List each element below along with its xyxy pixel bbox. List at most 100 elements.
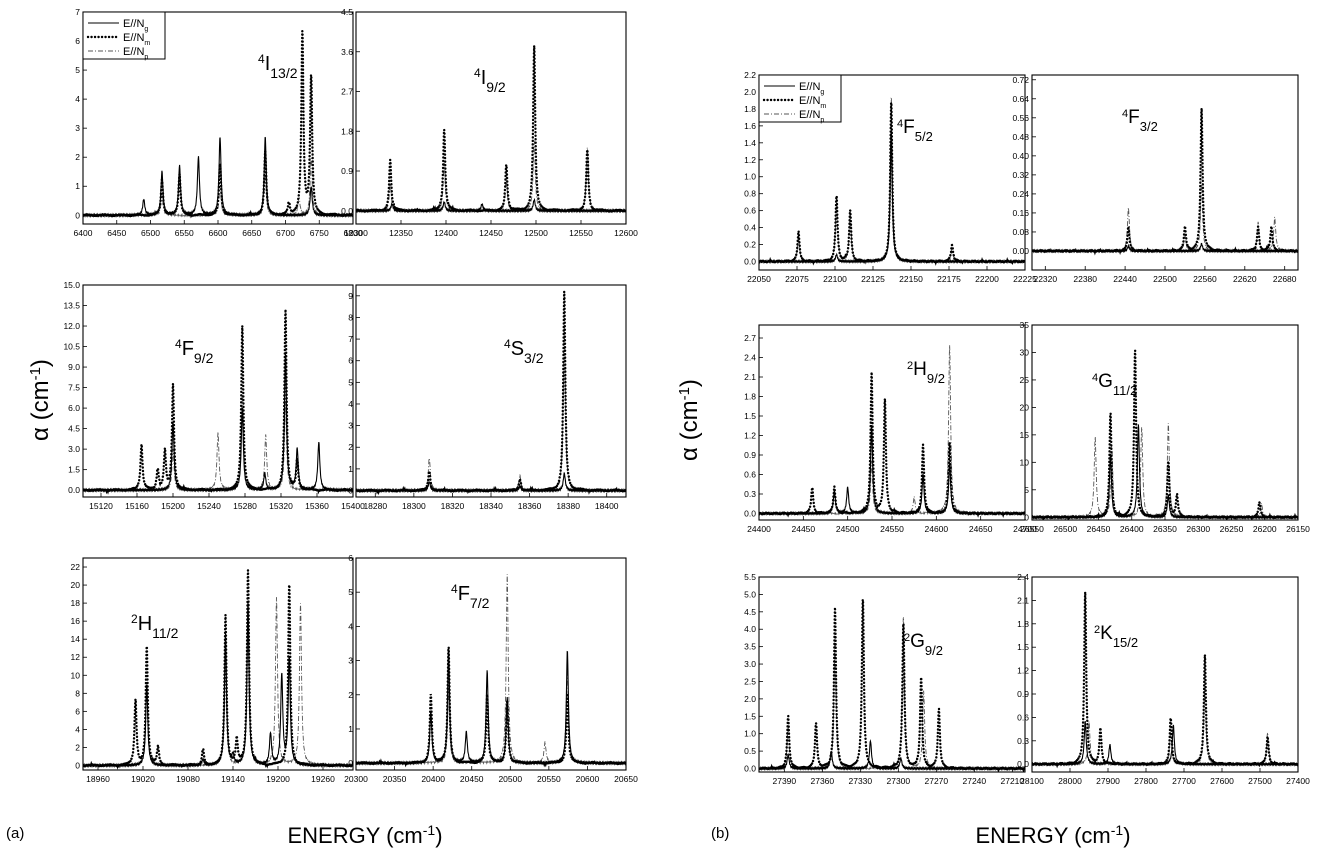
x-tick-label: 27210 <box>1001 776 1025 786</box>
y-tick-label: 5 <box>348 587 353 597</box>
series-line-dotted <box>759 100 1025 267</box>
y-tick-label: 25 <box>1020 375 1030 385</box>
x-tick-label: 22075 <box>785 274 809 284</box>
series-line-dotted <box>1032 350 1298 520</box>
x-tick-label: 27240 <box>963 776 987 786</box>
y-tick-label: 1 <box>348 464 353 474</box>
y-tick-label: 1.2 <box>744 155 756 165</box>
y-tick-label: 0.8 <box>744 189 756 199</box>
y-tick-label: 0 <box>75 760 80 770</box>
x-tick-label: 22500 <box>1153 274 1177 284</box>
x-tick-label: 27300 <box>887 776 911 786</box>
y-tick-label: 1.8 <box>1017 619 1029 629</box>
x-tick-label: 22440 <box>1113 274 1137 284</box>
y-tick-label: 6 <box>348 553 353 563</box>
x-tick-label: 20550 <box>537 774 561 784</box>
level-label: 4F3/2 <box>1122 107 1158 134</box>
series-line-solid <box>1032 720 1298 767</box>
y-tick-label: 35 <box>1020 320 1030 330</box>
x-tick-label: 22150 <box>899 274 923 284</box>
y-tick-label: 12.0 <box>63 321 80 331</box>
x-tick-label: 27330 <box>849 776 873 786</box>
series-line-dotted <box>1032 108 1298 256</box>
y-tick-label: 2 <box>348 442 353 452</box>
x-tick-label: 20500 <box>498 774 522 784</box>
y-tick-label: 0.5 <box>744 746 756 756</box>
y-tick-label: 18 <box>71 598 81 608</box>
x-tick-label: 26500 <box>1053 524 1077 534</box>
x-tick-label: 18960 <box>86 774 110 784</box>
x-tick-label: 26250 <box>1220 524 1244 534</box>
y-tick-label: 3 <box>75 123 80 133</box>
x-tick-label: 26450 <box>1087 524 1111 534</box>
y-tick-label: 2.1 <box>744 372 756 382</box>
y-tick-label: 1 <box>75 181 80 191</box>
level-label: 4G11/2 <box>1092 371 1137 398</box>
y-tick-label: 12 <box>71 652 81 662</box>
y-tick-label: 10 <box>1020 457 1030 467</box>
x-tick-label: 15240 <box>197 501 221 511</box>
x-tick-label: 22125 <box>861 274 885 284</box>
y-tick-label: 2.1 <box>1017 595 1029 605</box>
y-tick-label: 15 <box>1020 430 1030 440</box>
x-tick-label: 26400 <box>1120 524 1144 534</box>
y-tick-label: 0.0 <box>341 206 353 216</box>
panel-p10: 0 5 10 15 20 25 30 35 26550 26500 26450 26400 26350 2… <box>1020 320 1311 534</box>
panel-p1: 0 1 2 3 4 5 6 7 6400 6450 6500 6550 6600 6650 6700 6750… <box>74 7 363 238</box>
y-tick-label: 10.5 <box>63 342 80 352</box>
x-tick-label: 27400 <box>1286 776 1310 786</box>
panel-p2: 0.0 0.9 1.8 2.7 3.6 4.5 12300 12350 12400 12450 12… <box>341 7 638 238</box>
level-label: 2H9/2 <box>907 359 945 386</box>
x-tick-label: 22380 <box>1073 274 1097 284</box>
x-tick-label: 20650 <box>614 774 638 784</box>
series-line-dotted <box>759 372 1025 519</box>
x-tick-label: 12300 <box>344 228 368 238</box>
y-tick-label: 0.48 <box>1012 132 1029 142</box>
y-tick-label: 7 <box>75 7 80 17</box>
y-tick-label: 1.8 <box>744 104 756 114</box>
y-tick-label: 6 <box>348 356 353 366</box>
panel-p9: 0.0 0.3 0.6 0.9 1.2 1.5 1.8 2.1 2.4 2.7 24400 24450… <box>744 324 1037 534</box>
x-tick-label: 19020 <box>131 774 155 784</box>
y-tick-label: 0.72 <box>1012 75 1029 85</box>
series-line-dashdot <box>83 394 353 493</box>
x-tick-label: 15160 <box>125 501 149 511</box>
plot-frame <box>1031 74 1299 271</box>
y-tick-label: 1.6 <box>744 121 756 131</box>
x-tick-label: 24650 <box>969 524 993 534</box>
y-tick-label: 0.0 <box>744 257 756 267</box>
y-tick-label: 5.5 <box>744 572 756 582</box>
y-tick-label: 3.0 <box>744 659 756 669</box>
x-tick-label: 26200 <box>1253 524 1277 534</box>
y-tick-label: 4 <box>348 399 353 409</box>
level-label: 4I13/2 <box>258 52 298 81</box>
y-tick-label: 2.0 <box>744 87 756 97</box>
x-tick-label: 12550 <box>569 228 593 238</box>
series-line-dotted <box>356 646 626 768</box>
y-tick-label: 0.2 <box>744 240 756 250</box>
y-tick-label: 30 <box>1020 347 1030 357</box>
x-tick-label: 6650 <box>242 228 261 238</box>
x-tick-label: 18340 <box>479 501 503 511</box>
x-tick-label: 27600 <box>1210 776 1234 786</box>
x-tick-label: 6550 <box>175 228 194 238</box>
y-tick-label: 0.24 <box>1012 189 1029 199</box>
y-tick-label: 0.6 <box>744 470 756 480</box>
x-tick-label: 22050 <box>747 274 771 284</box>
series-line-solid <box>356 650 626 766</box>
plot-frame <box>1031 576 1299 773</box>
y-tick-label: 1.4 <box>744 138 756 148</box>
x-tick-label: 26300 <box>1186 524 1210 534</box>
panel-p8: 0.00 0.08 0.16 0.24 0.32 0.40 0.48 0.56 0.64 0.72… <box>1012 74 1299 284</box>
y-tick-label: 20 <box>71 580 81 590</box>
y-tick-label: 0.0 <box>744 764 756 774</box>
series-line-dotted <box>1032 592 1298 769</box>
y-tick-label: 3.5 <box>744 642 756 652</box>
x-tick-label: 18400 <box>595 501 619 511</box>
y-tick-label: 3 <box>348 656 353 666</box>
y-axis-label-right: α (cm-1) <box>676 379 704 461</box>
legend: E//NgE//NmE//Np <box>82 11 166 61</box>
level-label: 4F9/2 <box>175 337 214 366</box>
